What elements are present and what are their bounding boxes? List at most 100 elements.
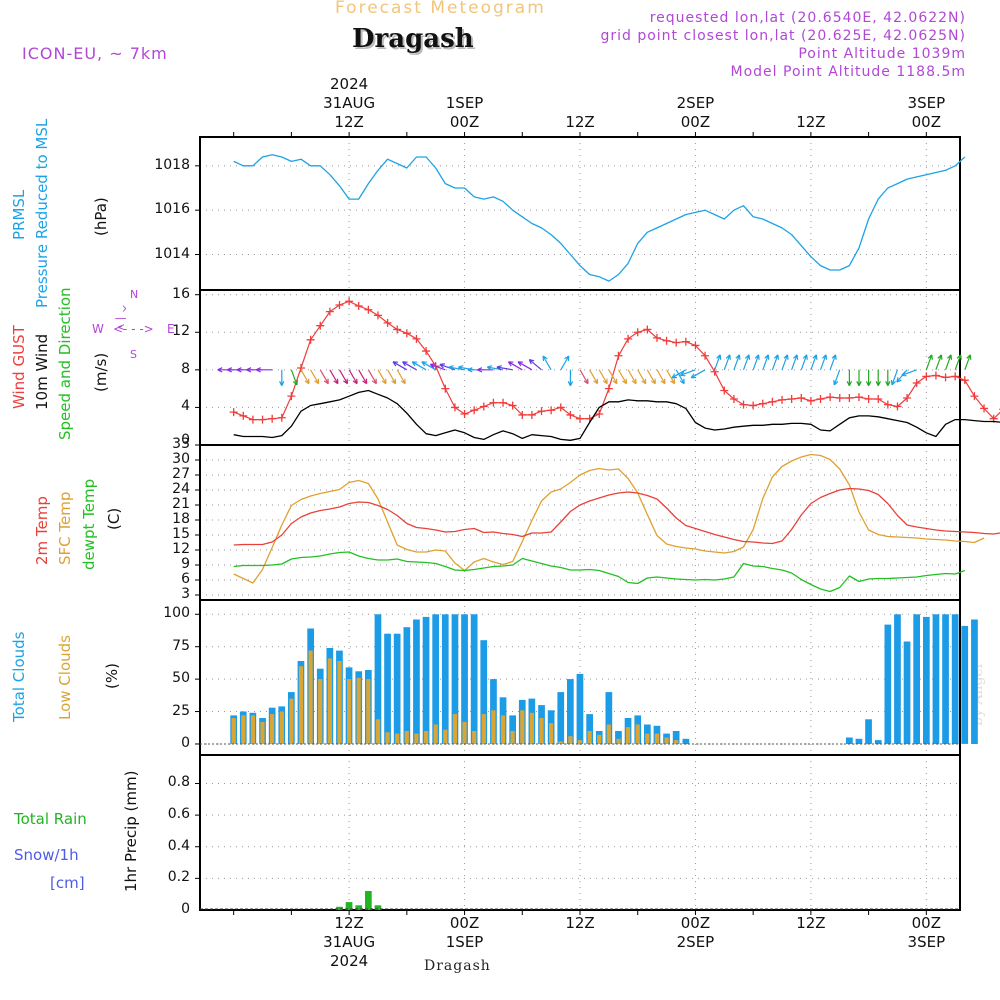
gust-marker xyxy=(729,394,738,403)
wind-direction-arrow xyxy=(517,361,533,371)
low-cloud-bar xyxy=(587,731,592,744)
wind-line xyxy=(233,389,1000,441)
gust-marker xyxy=(383,318,392,327)
total-cloud-bar xyxy=(855,738,863,744)
low-cloud-bar xyxy=(481,714,486,744)
total-cloud-bar xyxy=(884,624,892,744)
precip-tick: 0.4 xyxy=(167,837,190,854)
low-cloud-bar xyxy=(347,679,352,744)
low-cloud-bar xyxy=(635,724,640,744)
total-cloud-bar xyxy=(451,614,459,744)
wind-direction-arrow xyxy=(675,369,685,385)
total-cloud-bar xyxy=(865,719,872,744)
wind-direction-arrow xyxy=(338,369,349,385)
time-label-line: 2SEP xyxy=(676,94,715,112)
gust-marker xyxy=(681,337,690,346)
temp-tick: 21 xyxy=(172,496,190,512)
gust-marker xyxy=(499,398,508,407)
total-cloud-bar xyxy=(971,619,978,744)
wind-direction-arrow xyxy=(542,355,552,371)
gust-marker xyxy=(325,307,334,316)
temp-tick: 18 xyxy=(172,511,190,527)
gust-marker xyxy=(739,400,748,409)
low-cloud-bar xyxy=(231,718,236,744)
low-cloud-bar xyxy=(597,734,602,744)
low-cloud-bar xyxy=(279,711,284,744)
gust-marker xyxy=(633,328,642,337)
wind-direction-arrow xyxy=(255,367,273,373)
low-cloud-bar xyxy=(577,740,583,744)
gust-marker xyxy=(595,410,604,418)
low-cloud-bar xyxy=(472,731,477,744)
temp-tick: 27 xyxy=(172,466,190,482)
gust-marker xyxy=(854,393,863,402)
gust-marker xyxy=(758,399,767,408)
gust-marker xyxy=(566,410,575,419)
wind-direction-arrow xyxy=(656,369,666,385)
temp-tick: 3 xyxy=(181,586,190,602)
gust-marker xyxy=(835,394,844,403)
total-cloud-bar xyxy=(951,614,959,744)
low-cloud-bar xyxy=(395,733,400,744)
wind-direction-arrow xyxy=(402,361,417,371)
total-cloud-bar xyxy=(586,714,593,744)
footer-location: Dragash xyxy=(424,958,491,974)
time-label-line: 00Z xyxy=(680,113,711,131)
pressure-tick: 1014 xyxy=(154,245,190,262)
wind-direction-arrow xyxy=(387,369,397,385)
wind-direction-arrow xyxy=(507,361,523,371)
time-label: 3SEP 00Z xyxy=(886,94,966,132)
wind-direction-arrow xyxy=(411,361,427,371)
low-cloud-bar xyxy=(520,710,525,744)
gust-marker xyxy=(268,414,277,423)
gust-marker xyxy=(402,329,411,338)
low-cloud-bar xyxy=(250,715,255,744)
clouds-tick: 0 xyxy=(181,734,190,751)
gust-marker xyxy=(643,325,652,334)
wind-direction-arrow xyxy=(690,369,706,379)
low-cloud-bar xyxy=(539,718,544,744)
low-cloud-bar xyxy=(510,731,515,744)
total-cloud-bar xyxy=(567,679,574,744)
total-cloud-bar xyxy=(682,738,690,744)
gust-marker xyxy=(518,410,527,419)
wind-direction-arrow xyxy=(714,354,722,371)
low-cloud-bar xyxy=(366,679,371,744)
rain-bar xyxy=(365,891,372,910)
low-cloud-bar xyxy=(356,677,361,744)
wind-tick: 12 xyxy=(172,323,190,340)
dewpoint-line xyxy=(233,551,966,593)
gust-marker xyxy=(479,402,488,411)
gust-marker xyxy=(970,392,979,401)
wind-direction-arrow xyxy=(589,369,599,385)
gust-marker xyxy=(874,394,883,403)
low-cloud-bar xyxy=(462,721,467,744)
precip-tick: 0.8 xyxy=(167,774,190,791)
gust-marker xyxy=(787,394,796,403)
gust-marker xyxy=(450,403,459,412)
precip-tick: 0.6 xyxy=(167,806,190,823)
wind-direction-arrow xyxy=(617,369,628,385)
clouds-tick: 100 xyxy=(163,605,190,622)
total-cloud-bar xyxy=(441,614,449,744)
wind-direction-arrow xyxy=(396,369,406,385)
low-cloud-bar xyxy=(385,732,390,744)
grid-point-coords: grid point closest lon,lat (20.625E, 42.… xyxy=(600,28,966,44)
rain-bar xyxy=(355,905,363,910)
pressure-tick: 1016 xyxy=(154,201,190,218)
gust-marker xyxy=(720,386,729,395)
gust-marker xyxy=(239,411,248,420)
low-cloud-bar xyxy=(327,658,332,744)
precip-tick: 0.2 xyxy=(167,869,190,886)
low-cloud-bar xyxy=(298,666,304,744)
wind-direction-arrow xyxy=(846,369,853,387)
gust-marker xyxy=(316,321,325,330)
gust-marker xyxy=(576,414,584,423)
wind-direction-arrow xyxy=(348,369,358,385)
low-cloud-bar xyxy=(308,650,313,744)
time-label-line: 31AUG xyxy=(323,94,376,112)
low-cloud-bar xyxy=(674,740,679,744)
wind-direction-arrow xyxy=(856,369,862,387)
temp-tick: 24 xyxy=(172,481,190,497)
